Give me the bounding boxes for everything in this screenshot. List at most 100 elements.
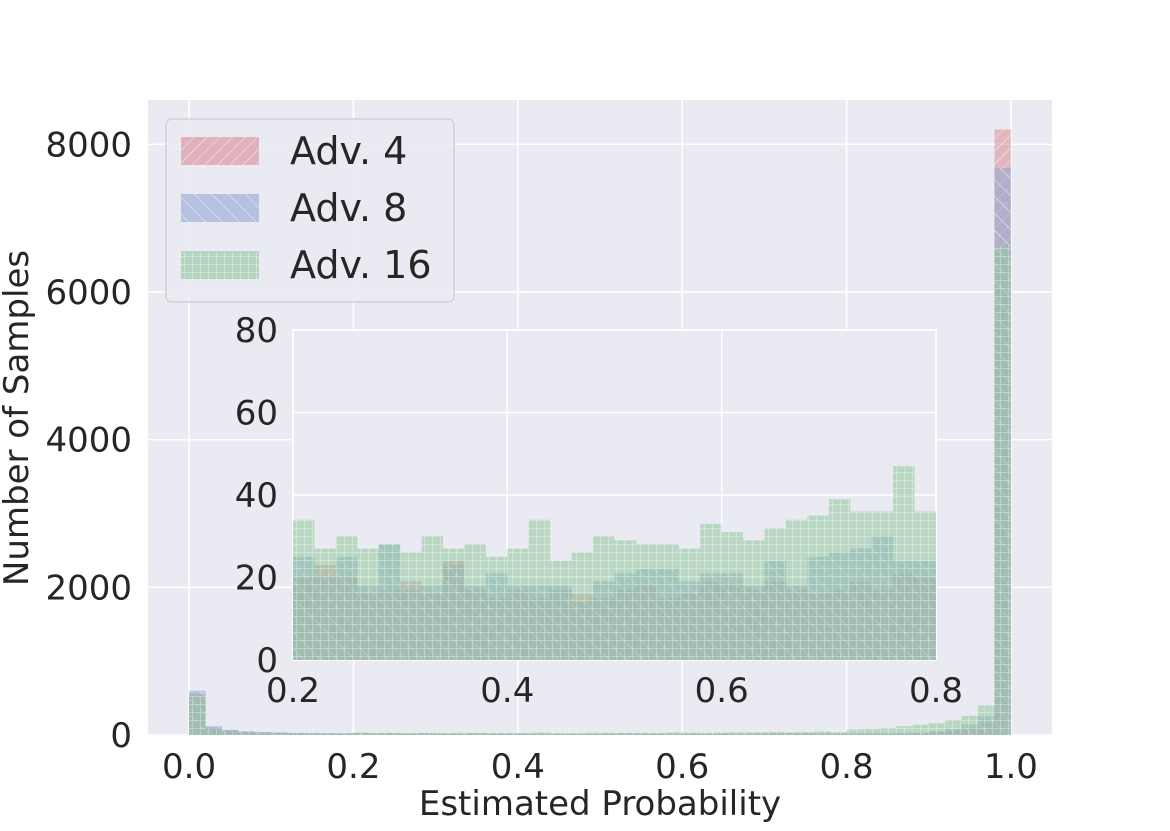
y-tick-label: 6000 [45,273,132,313]
inset-histogram-bar-hatch [335,536,358,660]
histogram-bar-hatch [550,733,568,735]
inset-series-3-bars [293,466,936,660]
histogram-bar-hatch [238,732,255,735]
histogram-bar-hatch [189,695,206,735]
inset-histogram-bar-hatch [871,511,894,660]
histogram-bar-hatch [583,732,600,735]
inset-histogram-bar-hatch [443,548,465,660]
histogram-bar-hatch [994,246,1011,735]
x-axis-label: Estimated Probability [419,784,781,824]
inset-histogram-bar-hatch [914,511,936,660]
legend: Adv. 4 Adv. 8 Adv. 16 [165,118,455,303]
histogram-bar-hatch [961,715,979,735]
histogram-bar-hatch [304,733,321,735]
histogram-bar-hatch [780,732,798,735]
inset-histogram-bar-hatch [485,556,508,660]
x-tick-label: 0.0 [162,747,216,787]
inset-x-tick-label: 0.8 [909,671,963,711]
histogram-bar-hatch [435,733,453,735]
x-tick-label: 0.8 [820,747,874,787]
histogram-bar-hatch [337,733,354,735]
y-tick-label: 0 [110,716,132,756]
main-bars [189,129,1011,735]
y-axis-label: Number of Samples [0,250,37,586]
histogram-bar-hatch [452,732,469,735]
histogram-bar-hatch [271,732,288,735]
inset-histogram-bar-hatch [807,515,829,660]
series-3-bars [189,246,1011,735]
inset-y-tick-label: 80 [235,311,278,351]
histogram-bar-hatch [353,732,370,735]
histogram-bar-hatch [649,733,666,735]
inset-histogram-bar-hatch [507,548,529,660]
legend-label: Adv. 4 [290,129,407,173]
inset-histogram-bar-hatch [571,552,594,660]
legend-swatch-hatch [181,194,259,222]
inset-bars [293,466,936,660]
histogram-bar-hatch [715,732,732,735]
inset-histogram-bar-hatch [400,552,422,660]
inset-histogram-bar-hatch [828,499,851,660]
histogram-bar-hatch [945,720,962,735]
inset-y-tick-label: 60 [235,394,278,434]
y-tick-label: 4000 [45,421,132,461]
inset-histogram-bar-hatch [378,544,401,660]
histogram-bar-hatch [764,732,781,735]
inset-histogram-bar-hatch [893,466,915,660]
inset-histogram-bar-hatch [850,511,872,660]
histogram-bar-hatch [978,705,995,735]
histogram-bar-hatch [517,733,535,735]
inset-histogram-bar-hatch [678,548,701,660]
inset-histogram-bar-hatch [785,519,808,660]
histogram-bar-hatch [567,733,584,735]
histogram-bar-hatch [287,733,305,735]
histogram-bar-hatch [616,732,633,735]
inset-histogram-bar-hatch [721,532,744,660]
histogram-bar-hatch [747,732,765,735]
inset-histogram-bar-hatch [593,536,615,660]
inset-histogram-bar-hatch [550,561,572,660]
inset-ticks: 0.2 0.4 0.6 0.8 0 20 40 60 80 [235,311,963,711]
histogram-bar-hatch [205,728,222,735]
inset-histogram-bar-hatch [314,548,336,660]
histogram-bar-hatch [862,729,880,735]
x-tick-label: 0.4 [491,747,545,787]
histogram-bar-hatch [468,733,485,735]
inset-x-tick-label: 0.2 [266,671,320,711]
histogram-bar-hatch [254,732,272,735]
histogram-bar-hatch [813,731,831,735]
main-ticks: 0.0 0.2 0.4 0.6 0.8 1.0 0 2000 4000 6000 8000 [45,125,1037,787]
histogram-bar-hatch [402,733,420,735]
histogram-bar-hatch [682,732,699,735]
histogram-bar-hatch [846,729,863,735]
legend-label: Adv. 16 [290,243,432,287]
legend-swatch-hatch [181,251,259,279]
inset-histogram-bar-hatch [421,536,444,660]
inset-x-tick-label: 0.6 [695,671,749,711]
y-tick-label: 2000 [45,568,132,608]
legend-swatch-hatch [181,137,259,165]
inset-y-tick-label: 20 [235,559,278,599]
inset-histogram-bar-hatch [657,544,679,660]
histogram-bar-hatch [928,723,946,735]
inset-histogram-bar-hatch [293,519,315,660]
x-tick-label: 0.2 [326,747,380,787]
histogram-bar-hatch [879,728,896,735]
histogram-bar-hatch [731,732,748,735]
x-tick-label: 1.0 [984,747,1038,787]
legend-label: Adv. 8 [290,186,407,230]
histogram-bar-hatch [534,732,551,735]
histogram-bar-hatch [320,733,338,735]
histogram-bar-hatch [221,730,239,735]
inset-x-tick-label: 0.4 [480,671,534,711]
histogram-bar-hatch [369,733,387,735]
inset-histogram-bar-hatch [764,528,786,660]
inset-histogram-bar-hatch [614,540,636,660]
histogram-bar-hatch [895,726,913,735]
inset-histogram-bar-hatch [464,544,486,660]
inset-histogram-bar-hatch [700,523,722,660]
histogram-bar-hatch [830,732,847,735]
y-tick-label: 8000 [45,125,132,165]
